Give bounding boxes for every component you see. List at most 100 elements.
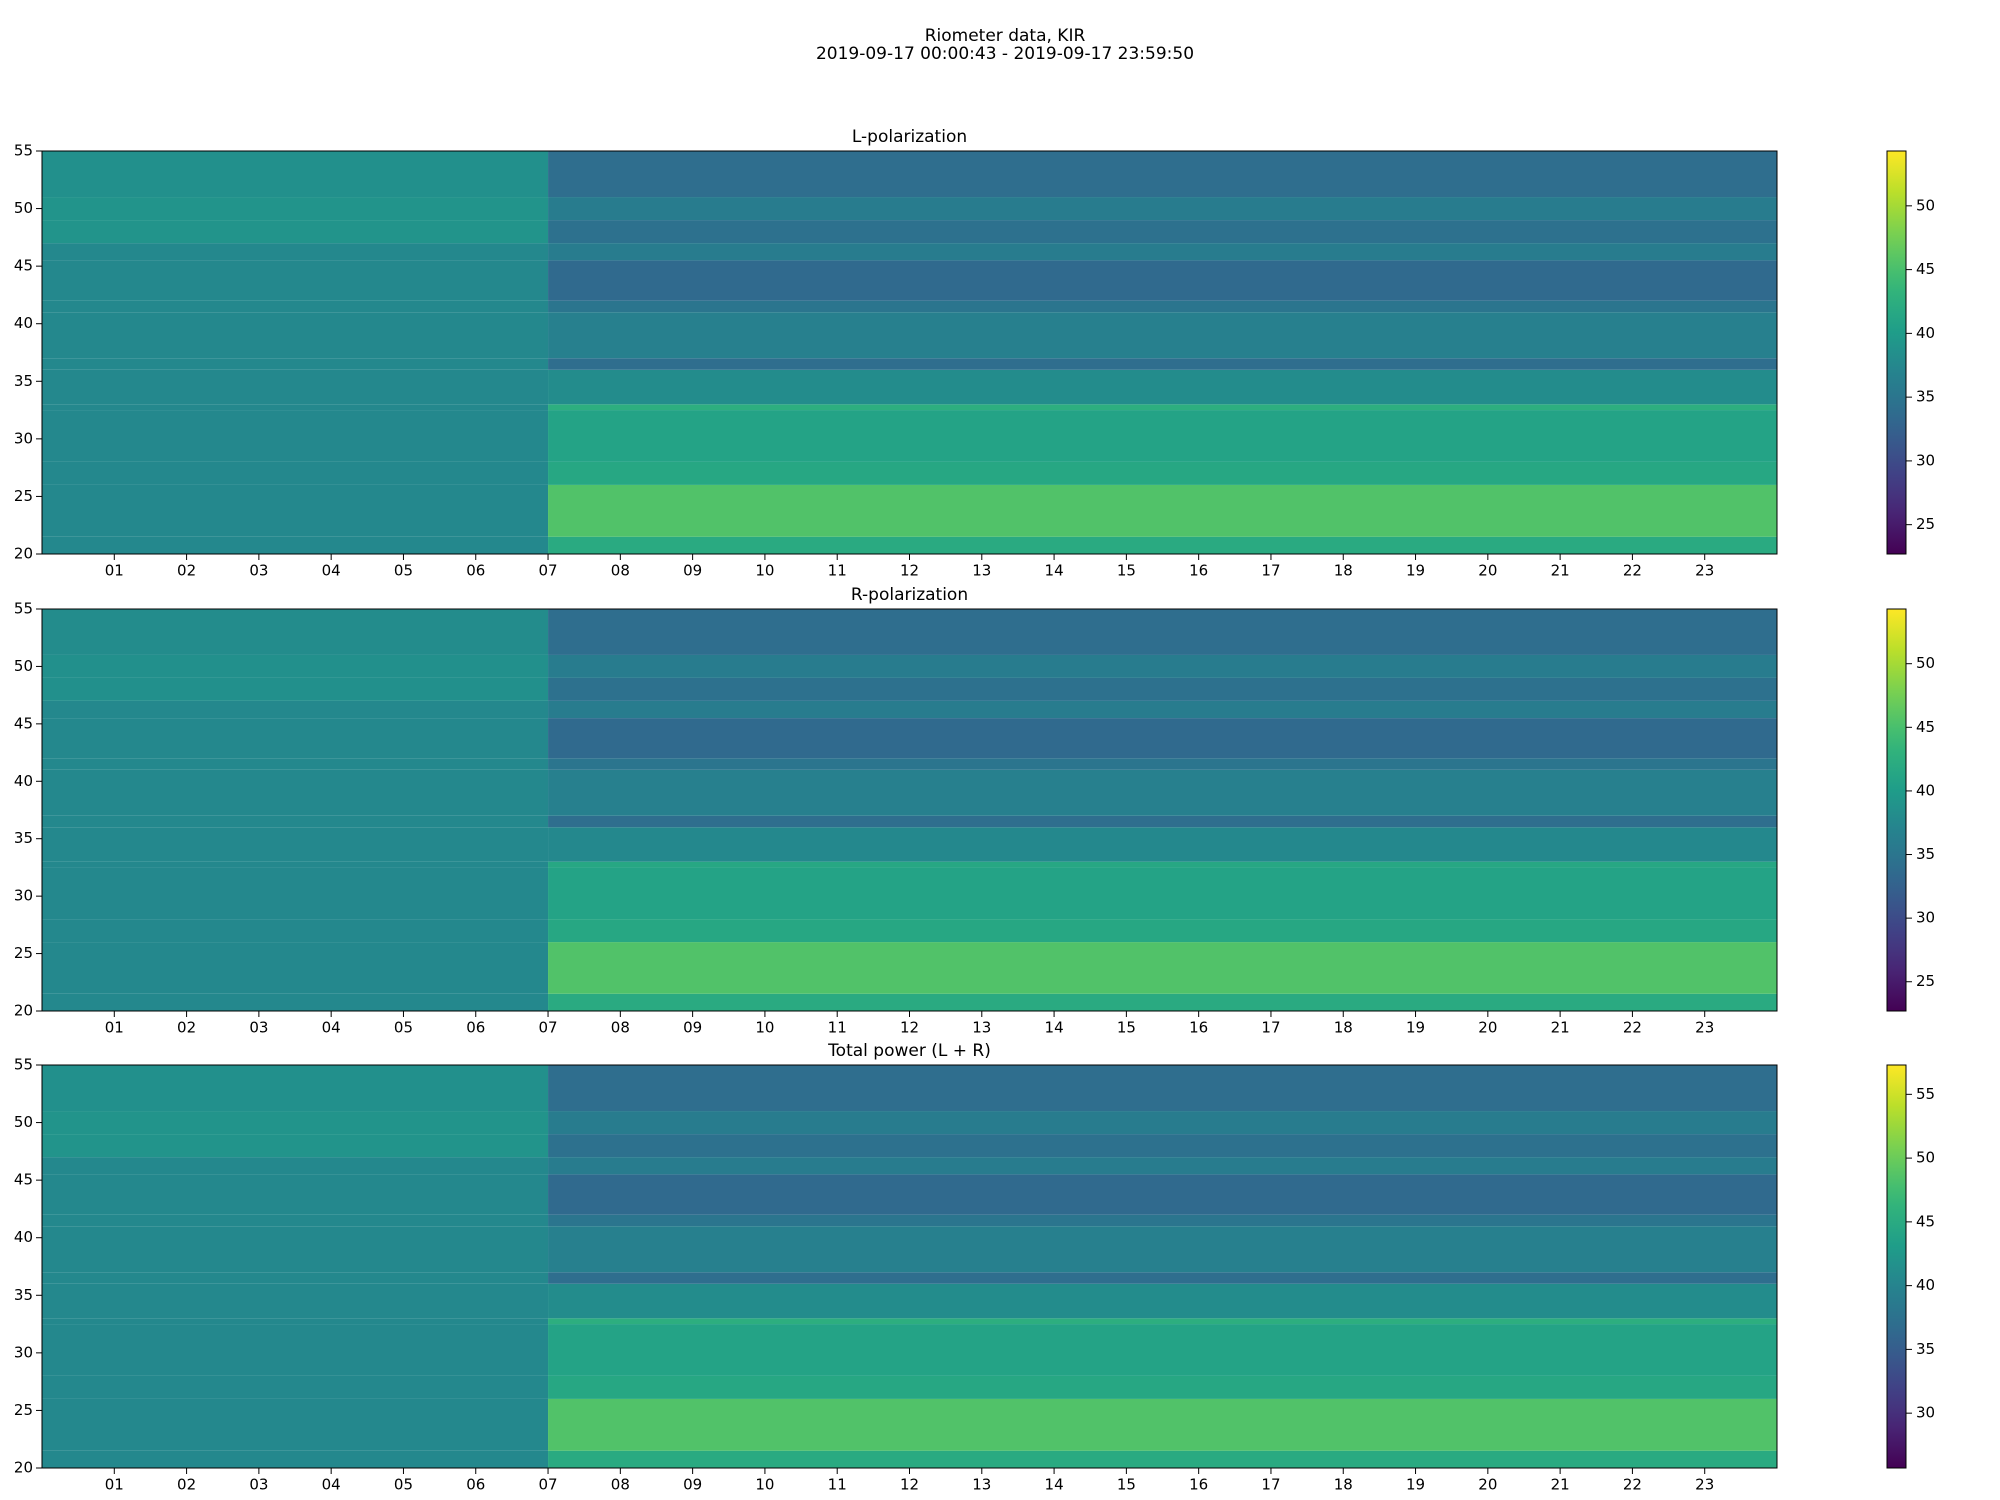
x-tick-label: 07 (538, 1476, 557, 1494)
heatmap-cell (42, 300, 549, 313)
heatmap-cell (548, 827, 1777, 862)
x-tick-label: 17 (1261, 562, 1280, 580)
panel-title: L-polarization (852, 127, 967, 147)
y-tick-label: 40 (14, 1228, 33, 1246)
heatmap-cell (42, 718, 549, 759)
x-tick-label: 20 (1478, 562, 1497, 580)
heatmap-cell (42, 312, 549, 359)
x-tick-label: 13 (972, 562, 991, 580)
heatmap-cell (42, 243, 549, 261)
heatmap-cell (548, 197, 1777, 221)
heatmap-cell (548, 1272, 1777, 1284)
heatmap-cell (548, 358, 1777, 370)
heatmap-cell (42, 700, 549, 719)
y-tick-label: 50 (14, 657, 33, 675)
heatmap-cell (548, 1398, 1777, 1451)
x-tick-label: 22 (1623, 1019, 1642, 1037)
heatmap-cell (548, 1214, 1777, 1227)
heatmap-cell (42, 1111, 549, 1135)
x-tick-label: 16 (1189, 1476, 1208, 1494)
y-tick-label: 20 (14, 1002, 33, 1020)
heatmap-cell (42, 484, 549, 537)
x-tick-label: 19 (1406, 1019, 1425, 1037)
heatmap-cell (548, 1450, 1777, 1468)
x-tick-label: 13 (972, 1019, 991, 1037)
heatmap-cell (42, 827, 549, 862)
x-tick-label: 07 (538, 562, 557, 580)
x-tick-label: 02 (177, 1019, 196, 1037)
heatmap-cell (42, 358, 549, 370)
colorbar (1886, 608, 1907, 1012)
y-tick-label: 20 (14, 1459, 33, 1477)
heatmap-cell (548, 1226, 1777, 1273)
heatmap-cell (548, 758, 1777, 770)
colorbar-tick-label: 35 (1916, 388, 1935, 406)
heatmap-cell (42, 1283, 549, 1319)
heatmap-cell (548, 677, 1777, 701)
x-tick-label: 04 (322, 1019, 341, 1037)
x-tick-label: 13 (972, 1476, 991, 1494)
y-tick-label: 55 (14, 142, 33, 160)
x-tick-label: 11 (828, 1019, 847, 1037)
heatmap-cell (42, 1174, 549, 1215)
heatmap-cell (42, 677, 549, 701)
heatmap-cell (42, 461, 549, 485)
heatmap-cell (548, 654, 1777, 678)
colorbar-tick-label: 50 (1916, 196, 1935, 214)
heatmap-cell (548, 769, 1777, 816)
x-tick-label: 05 (394, 1476, 413, 1494)
x-tick-label: 14 (1045, 1476, 1064, 1494)
heatmap-cell (42, 1157, 549, 1175)
heatmap-cell (42, 942, 549, 994)
x-tick-label: 14 (1045, 562, 1064, 580)
heatmap-cell (42, 1226, 549, 1273)
colorbar-tick-label: 50 (1916, 654, 1935, 672)
y-tick-label: 25 (14, 1401, 33, 1419)
heatmap-cell (548, 243, 1777, 261)
y-tick-label: 55 (14, 1056, 33, 1074)
x-tick-label: 19 (1406, 562, 1425, 580)
heatmap-cell (42, 993, 549, 1011)
x-tick-label: 01 (105, 1019, 124, 1037)
y-tick-label: 45 (14, 714, 33, 732)
y-tick-label: 45 (14, 257, 33, 275)
x-tick-label: 06 (466, 1476, 485, 1494)
y-tick-label: 50 (14, 1113, 33, 1131)
x-tick-label: 06 (466, 562, 485, 580)
heatmap-cell (42, 1065, 549, 1112)
heatmap-cell (548, 1375, 1777, 1399)
heatmap-cell (42, 536, 549, 554)
heatmap-cell (548, 700, 1777, 719)
panel-title: R-polarization (851, 585, 968, 605)
heatmap-cell (548, 861, 1777, 868)
x-tick-label: 11 (828, 1476, 847, 1494)
heatmap-cell (548, 1174, 1777, 1215)
y-tick-label: 45 (14, 1171, 33, 1189)
heatmap-cell (42, 654, 549, 678)
x-tick-label: 08 (611, 1476, 630, 1494)
y-tick-label: 30 (14, 887, 33, 905)
panel-title: Total power (L + R) (827, 1041, 991, 1061)
x-tick-label: 05 (394, 1019, 413, 1037)
heatmap-cell (548, 1065, 1777, 1112)
colorbar-tick-label: 45 (1916, 260, 1935, 278)
figure-subtitle: 2019-09-17 00:00:43 - 2019-09-17 23:59:5… (816, 44, 1194, 64)
x-tick-label: 09 (683, 1476, 702, 1494)
x-tick-label: 03 (249, 1476, 268, 1494)
heatmap-cell (548, 461, 1777, 485)
x-tick-label: 15 (1117, 562, 1136, 580)
heatmap-cell (42, 1450, 549, 1468)
heatmap-cell (42, 609, 549, 655)
heatmap-cell (548, 1283, 1777, 1319)
x-tick-label: 20 (1478, 1476, 1497, 1494)
x-tick-label: 07 (538, 1019, 557, 1037)
heatmap-cell (42, 867, 549, 920)
heatmap-cell (42, 769, 549, 816)
heatmap-cell (42, 410, 549, 462)
heatmap-cell (42, 1324, 549, 1376)
heatmap-cell (548, 1134, 1777, 1158)
x-tick-label: 03 (249, 1019, 268, 1037)
x-tick-label: 23 (1695, 562, 1714, 580)
heatmap-cell (42, 861, 549, 868)
heatmap-cell (42, 1272, 549, 1284)
